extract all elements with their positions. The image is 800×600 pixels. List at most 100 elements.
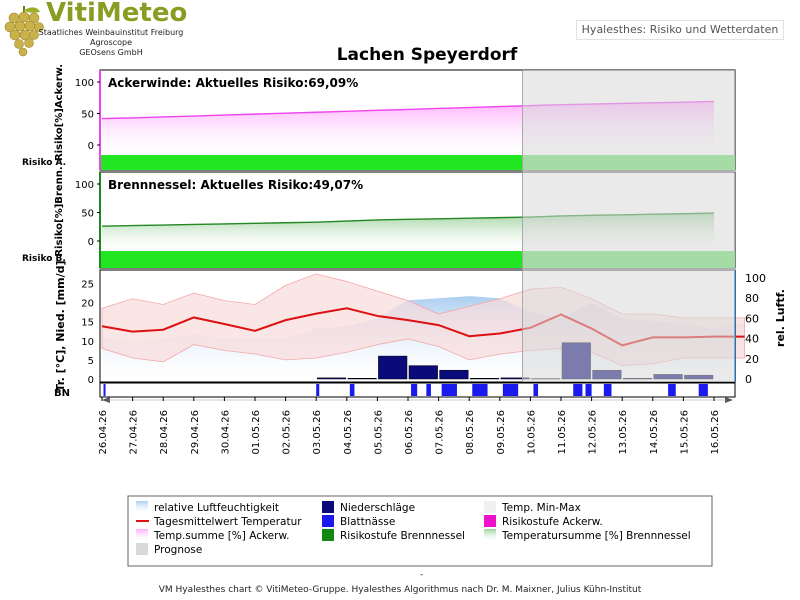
leaf-wetness-bar — [349, 384, 355, 396]
leaf-wetness-bar — [441, 384, 457, 396]
x-tick-label: 09.05.26 — [496, 410, 507, 455]
x-tick-label: 05.05.26 — [373, 410, 384, 455]
risk-band-brennnessel — [100, 251, 523, 268]
brand-line-institute: Staatliches Weinbauinstitut Freiburg — [38, 28, 184, 37]
legend-swatch — [484, 515, 496, 527]
leaf-wetness-strip — [99, 382, 736, 398]
y-tick-label-ackerwinde: 100 — [75, 78, 94, 89]
x-tick-label: 01.05.26 — [251, 410, 262, 455]
x-tick-label: 06.05.26 — [404, 410, 415, 455]
legend-label: Prognose — [154, 544, 202, 556]
weather-y-tick-left: 10 — [81, 337, 94, 348]
leaf-wetness-bar — [698, 384, 708, 396]
x-tick-label: 07.05.26 — [435, 410, 446, 455]
footer-separator: - — [420, 570, 424, 580]
weather-y-tick-left: 15 — [81, 318, 94, 329]
leaf-wetness-label: BN — [54, 388, 70, 399]
app-title: Hyalesthes: Risiko und Wetterdaten — [576, 20, 784, 40]
weather-y-axis-label-right: rel. Luftf. — [774, 289, 787, 347]
precipitation-bar — [316, 377, 347, 380]
weather-y-tick-left: 5 — [88, 356, 94, 367]
scroll-left-icon — [102, 397, 110, 403]
risk-band-ackerwinde — [100, 155, 523, 170]
precipitation-bar — [408, 365, 438, 380]
legend-label: Temp. Min-Max — [501, 502, 581, 514]
leaf-wetness-bar — [533, 384, 539, 396]
legend-swatch — [322, 501, 334, 513]
leaf-wetness-bar — [668, 384, 676, 396]
legend-swatch — [484, 501, 496, 513]
leaf-wetness-bar — [103, 384, 106, 396]
x-tick-label: 04.05.26 — [343, 410, 354, 455]
y-tick-label-brennnessel: 100 — [75, 180, 94, 191]
legend-swatch — [136, 543, 148, 555]
leaf-wetness-bar — [502, 384, 519, 396]
x-tick-label: 15.05.26 — [679, 410, 690, 455]
x-tick-label: 02.05.26 — [282, 410, 293, 455]
x-tick-label: 29.04.26 — [190, 410, 201, 455]
precipitation-bar — [469, 377, 500, 380]
legend-label: Tagesmittelwert Temperatur — [153, 516, 302, 528]
legend-label: Blattnässe — [340, 516, 395, 528]
x-tick-label: 08.05.26 — [465, 410, 476, 455]
weather-y-axis-label-left: Tr. [°C], Nied. [mm/d] — [54, 261, 67, 392]
precipitation-bar — [378, 355, 408, 380]
x-tick-label: 10.05.26 — [526, 410, 537, 455]
leaf-wetness-bar — [603, 384, 612, 396]
y-tick-label-brennnessel: 0 — [88, 237, 94, 248]
legend-swatch — [322, 515, 334, 527]
weather-y-tick-right: 80 — [745, 292, 759, 305]
legend-label: relative Luftfeuchtigkeit — [154, 502, 279, 514]
footer-credit: VM Hyalesthes chart © VitiMeteo-Gruppe. … — [158, 585, 642, 595]
weather-y-tick-left: 0 — [88, 375, 94, 386]
leaf-wetness-bar — [411, 384, 418, 396]
leaf-wetness-bar — [585, 384, 592, 396]
y-tick-label-ackerwinde: 50 — [81, 110, 94, 121]
risk-band-label-ackerwinde: Risiko A. — [22, 158, 66, 168]
x-tick-label: 14.05.26 — [649, 410, 660, 455]
precipitation-bar — [439, 369, 469, 380]
legend-swatch — [136, 529, 148, 541]
brand-line-geosens: GEOsens GmbH — [79, 48, 143, 57]
brand-line-agroscope: Agroscope — [89, 38, 133, 47]
grape-icon — [4, 6, 44, 57]
precipitation-bar — [347, 377, 377, 380]
legend-label: Niederschläge — [340, 502, 415, 514]
legend-box — [127, 495, 713, 567]
weather-y-tick-left: 20 — [81, 299, 94, 310]
x-tick-label: 16.05.26 — [710, 410, 721, 455]
x-tick-label: 12.05.26 — [588, 410, 599, 455]
weather-y-tick-right: 0 — [745, 373, 752, 386]
x-tick-label: 03.05.26 — [312, 410, 323, 455]
weather-y-tick-left: 25 — [81, 279, 94, 290]
leaf-wetness-bar — [472, 384, 488, 396]
leaf-wetness-bar — [573, 384, 583, 396]
weather-y-tick-right: 20 — [745, 353, 759, 366]
legend-swatch — [322, 529, 334, 541]
risk-heading-ackerwinde: Ackerwinde: Aktuelles Risiko:69,09% — [108, 76, 358, 90]
chart-title: Lachen Speyerdorf — [337, 45, 518, 65]
risk-heading-brennnessel: Brennnessel: Aktuelles Risiko:49,07% — [108, 178, 363, 192]
y-tick-label-ackerwinde: 0 — [88, 141, 94, 152]
scroll-right-icon — [725, 397, 733, 403]
legend-label: Risikostufe Ackerw. — [502, 516, 603, 528]
y-axis-label-ackerwinde: Risiko[%]Ackerw. — [54, 64, 65, 161]
legend-swatch — [136, 501, 148, 513]
leaf-wetness-bar — [316, 384, 320, 396]
x-tick-label: 26.04.26 — [98, 410, 109, 455]
x-tick-label: 11.05.26 — [557, 410, 568, 455]
legend-swatch — [484, 529, 496, 541]
x-tick-label: 30.04.26 — [220, 410, 231, 455]
weather-y-tick-right: 40 — [745, 333, 759, 346]
risk-band-label-brennnessel: Risiko B. — [22, 254, 66, 264]
x-tick-label: 27.04.26 — [129, 410, 140, 455]
x-tick-label: 28.04.26 — [159, 410, 170, 455]
x-tick-label: 13.05.26 — [618, 410, 629, 455]
y-axis-label-brennnessel: Risiko[%]Brenn. — [54, 166, 65, 256]
weather-y-tick-right: 100 — [745, 272, 766, 285]
legend-label: Risikostufe Brennnessel — [340, 530, 465, 542]
legend-label: Temperatursumme [%] Brennnessel — [501, 530, 691, 542]
y-tick-label-brennnessel: 50 — [81, 209, 94, 220]
weather-y-tick-right: 60 — [745, 312, 759, 325]
brand-logo: VitiMeteo Staatliches Weinbauinstitut Fr… — [0, 0, 200, 64]
